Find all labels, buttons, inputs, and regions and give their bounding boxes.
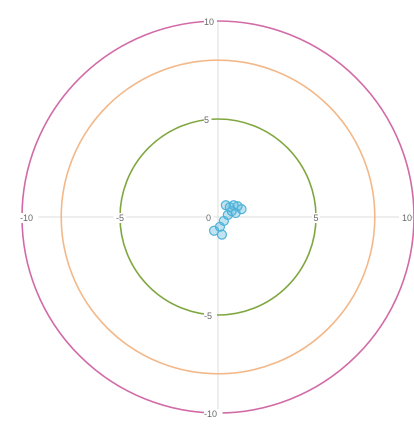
- y-tick-label-bg: [204, 17, 217, 27]
- x-tick-label: 5: [313, 213, 318, 223]
- y-tick-label: 10: [204, 17, 214, 27]
- data-points: [208, 200, 247, 240]
- x-tick-label-bg: [399, 213, 412, 223]
- data-point: [216, 229, 228, 240]
- tick-labels: -10 -5 5 10 10 5 -5 -10 0: [20, 17, 412, 419]
- data-point: [220, 200, 231, 211]
- y-tick-label: -10: [204, 409, 217, 419]
- y-tick-label: 5: [204, 115, 209, 125]
- x-tick-label-bg: [20, 213, 39, 223]
- x-tick-label-bg: [113, 213, 127, 223]
- y-tick-label-bg: [204, 409, 223, 419]
- x-tick-label: -10: [20, 213, 33, 223]
- y-tick-label-bg: [204, 311, 217, 321]
- origin-label-bg: [206, 213, 214, 223]
- y-tick-label: -5: [204, 311, 212, 321]
- x-tick-label-bg: [312, 213, 320, 223]
- x-tick-label: 10: [402, 213, 412, 223]
- y-tick-label-bg: [204, 115, 212, 125]
- axes: [22, 21, 414, 413]
- origin-label: 0: [206, 213, 211, 223]
- data-point: [208, 225, 220, 236]
- data-point: [230, 207, 241, 219]
- x-tick-label: -5: [116, 213, 124, 223]
- radius-circle-8: [60, 59, 376, 375]
